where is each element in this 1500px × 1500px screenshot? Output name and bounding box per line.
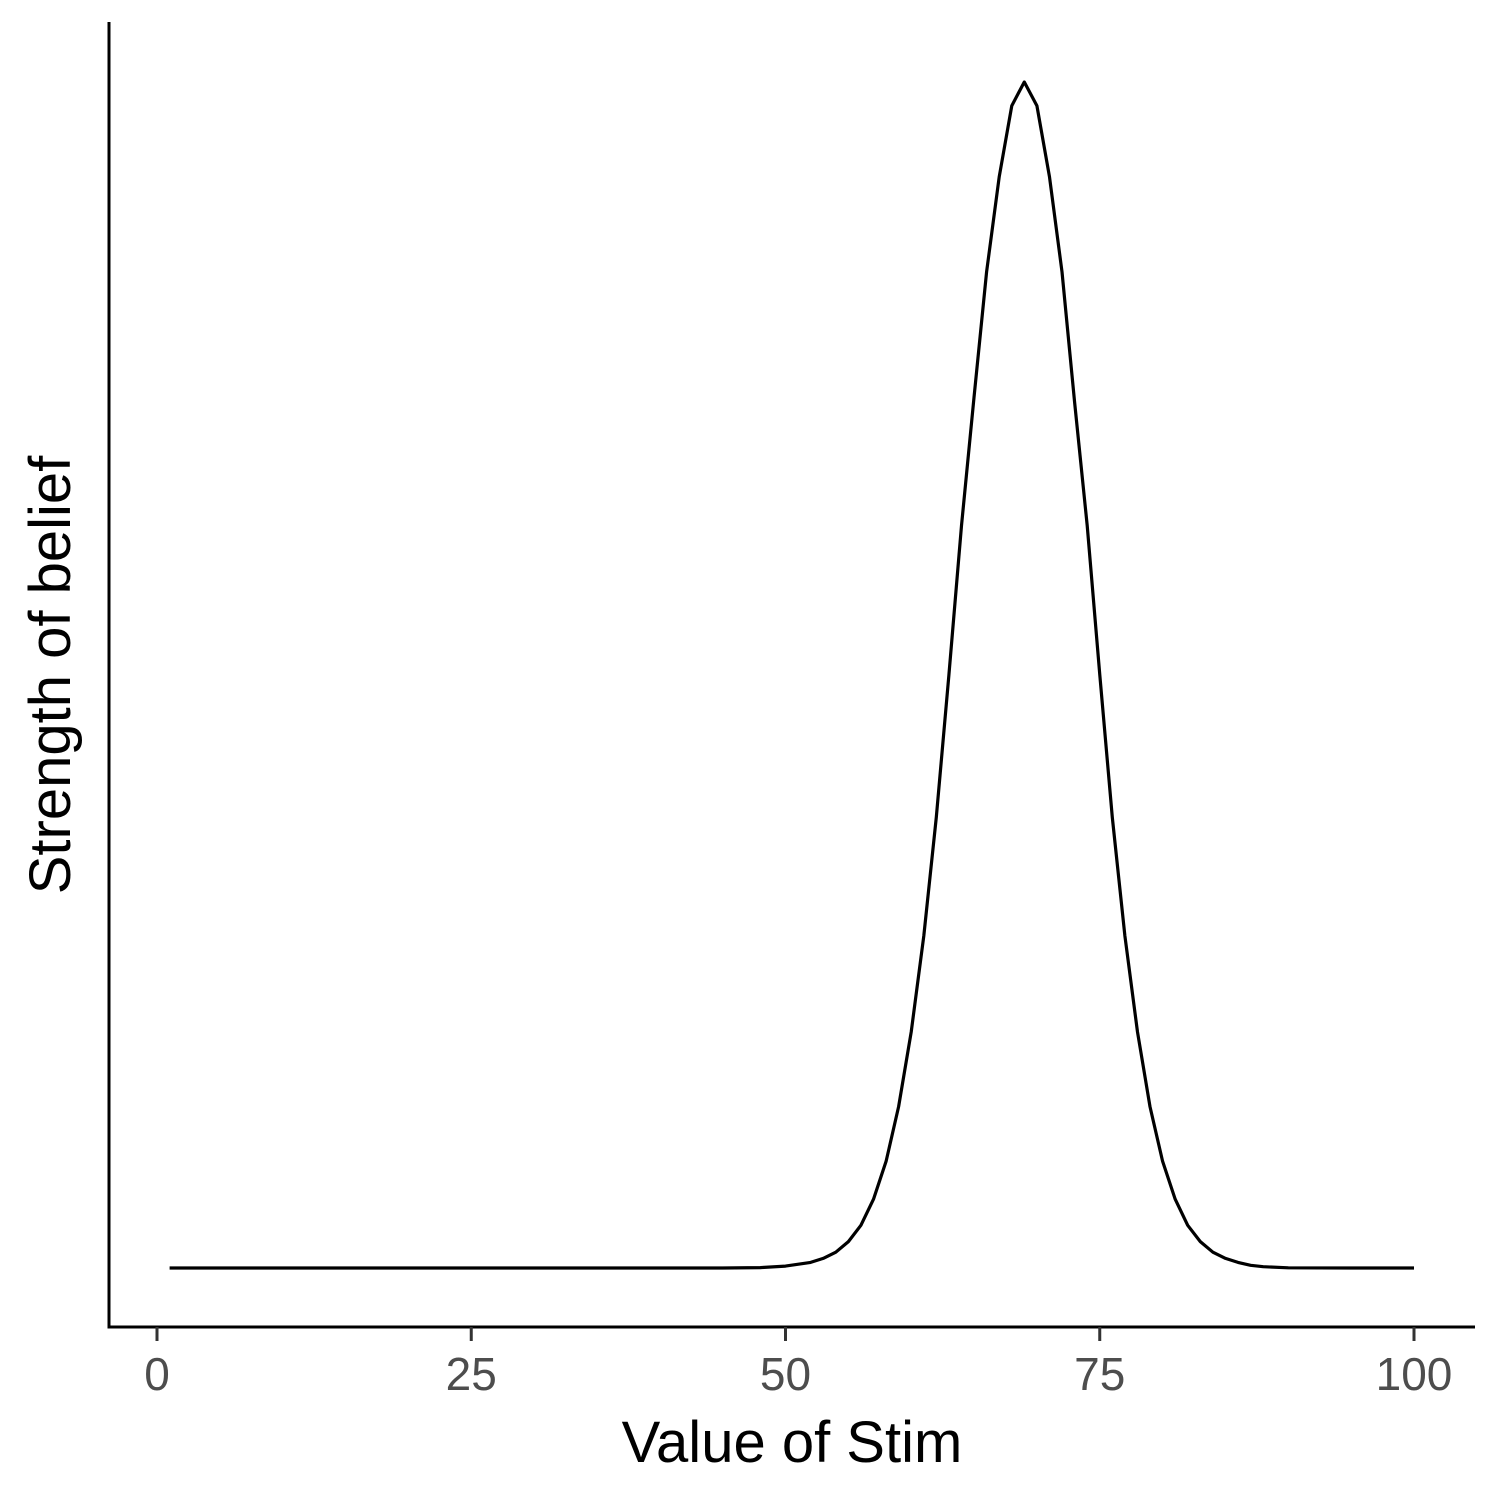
plot-area	[169, 80, 1414, 1270]
series-line	[169, 80, 1414, 1270]
y-axis-title: Strength of belief	[18, 455, 83, 894]
x-axis-title: Value of Stim	[622, 1410, 963, 1475]
x-tick-label: 50	[760, 1348, 811, 1400]
x-tick-label: 0	[144, 1348, 170, 1400]
x-tick-label: 25	[446, 1348, 497, 1400]
x-tick-label: 75	[1074, 1348, 1125, 1400]
x-ticks: 0 25 50 75 100	[144, 1327, 1452, 1400]
x-tick-label: 100	[1376, 1348, 1453, 1400]
